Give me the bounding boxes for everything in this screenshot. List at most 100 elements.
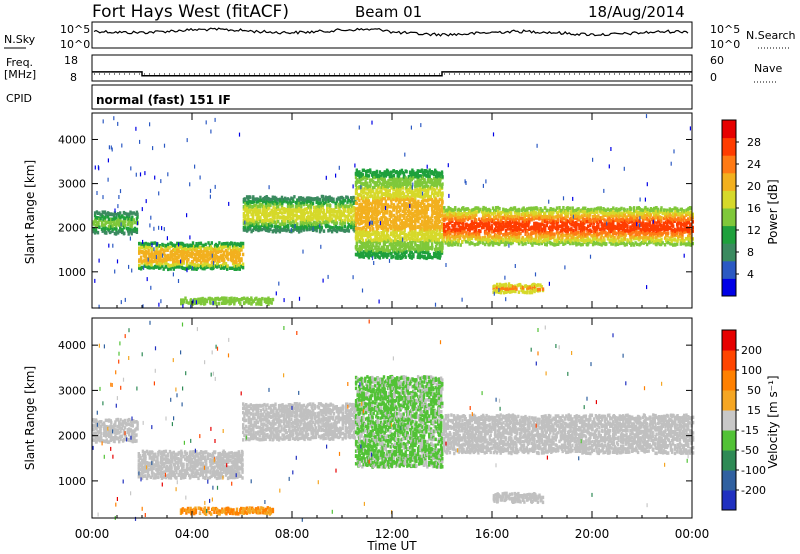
power-cell — [121, 223, 124, 227]
power-cell — [441, 222, 444, 227]
power-cell — [446, 222, 450, 226]
power-cell — [508, 220, 512, 224]
power-cell — [585, 214, 588, 218]
power-cell — [360, 202, 364, 207]
power-cell — [423, 202, 426, 207]
power-cell — [364, 211, 367, 216]
power-cell — [335, 197, 339, 202]
power-cell — [511, 215, 514, 219]
power-cell — [597, 218, 600, 222]
power-cell — [244, 214, 247, 218]
power-cell — [97, 221, 100, 225]
power-cell — [443, 218, 446, 222]
power-cell — [452, 225, 455, 230]
power-cell — [124, 219, 127, 224]
power-cell — [329, 208, 332, 213]
power-cell — [644, 238, 647, 243]
power-cell — [191, 251, 195, 256]
power-cell — [438, 189, 441, 194]
power-cell — [452, 241, 455, 245]
power-cell — [362, 245, 366, 249]
power-cell — [273, 195, 276, 200]
power-cell — [644, 215, 647, 220]
power-cell — [423, 250, 426, 255]
power-cell — [250, 220, 253, 225]
power-cell — [355, 191, 358, 195]
power-cell — [287, 208, 290, 212]
power-cell — [172, 265, 175, 269]
power-cell — [376, 195, 380, 199]
power-cell — [96, 224, 100, 229]
power-cell — [518, 224, 521, 228]
power-cell — [423, 180, 426, 185]
power-cell — [578, 218, 581, 222]
power-cell — [409, 217, 412, 222]
power-cell — [180, 258, 184, 263]
power-cell — [578, 215, 581, 220]
power-cell — [191, 259, 195, 264]
power-cell — [380, 247, 383, 251]
power-cell — [380, 231, 383, 235]
power-cell — [273, 207, 276, 212]
power-cell — [558, 214, 561, 219]
power-cell — [386, 227, 390, 232]
power-cell — [528, 238, 531, 243]
power-cell — [317, 218, 320, 222]
power-cell — [290, 196, 293, 200]
power-cell — [131, 221, 134, 226]
power-cell — [431, 229, 434, 234]
power-cell — [512, 233, 516, 238]
power-cell — [387, 234, 390, 239]
power-cell — [195, 264, 198, 268]
power-cell — [449, 238, 452, 242]
power-cell — [558, 236, 561, 240]
power-cell — [611, 225, 615, 229]
power-cell — [158, 266, 161, 270]
power-cell — [415, 214, 418, 219]
power-cell — [557, 218, 560, 222]
power-cell — [438, 197, 441, 202]
power-cell — [440, 185, 444, 189]
power-cell — [144, 253, 147, 257]
power-cell — [567, 240, 570, 244]
power-cell — [256, 197, 259, 202]
power-cell — [537, 242, 541, 246]
power-cell — [309, 213, 313, 217]
power-cell — [516, 208, 519, 213]
power-cell — [375, 207, 379, 212]
power-cell — [631, 216, 634, 221]
power-cell — [221, 263, 225, 267]
power-cell — [612, 214, 615, 218]
power-cell — [107, 224, 111, 229]
power-cell — [189, 254, 192, 258]
power-cell — [411, 240, 414, 245]
power-cell — [606, 237, 610, 241]
power-cell — [598, 208, 602, 212]
power-cell — [195, 257, 198, 261]
power-cell — [602, 224, 605, 229]
power-cell — [387, 179, 390, 183]
power-cell — [640, 240, 644, 245]
power-cell — [459, 208, 462, 213]
power-cell — [396, 236, 399, 240]
power-cell — [414, 199, 417, 204]
power-cell — [100, 223, 104, 227]
power-cell — [554, 208, 557, 213]
power-cell — [384, 199, 388, 203]
power-cell — [475, 210, 478, 214]
power-cell — [279, 208, 282, 212]
power-cell — [614, 211, 617, 216]
frequency-step-line — [92, 71, 692, 77]
power-cell — [425, 228, 428, 232]
power-cell — [388, 210, 391, 214]
power-cell — [201, 266, 204, 271]
power-cell — [270, 224, 273, 228]
power-cell — [518, 219, 521, 223]
power-cell — [146, 260, 149, 265]
power-cell — [189, 261, 192, 266]
power-cell — [317, 213, 320, 217]
power-cell — [603, 240, 606, 245]
power-cell — [395, 211, 398, 215]
power-cell — [250, 223, 253, 228]
power-cell — [620, 211, 623, 216]
